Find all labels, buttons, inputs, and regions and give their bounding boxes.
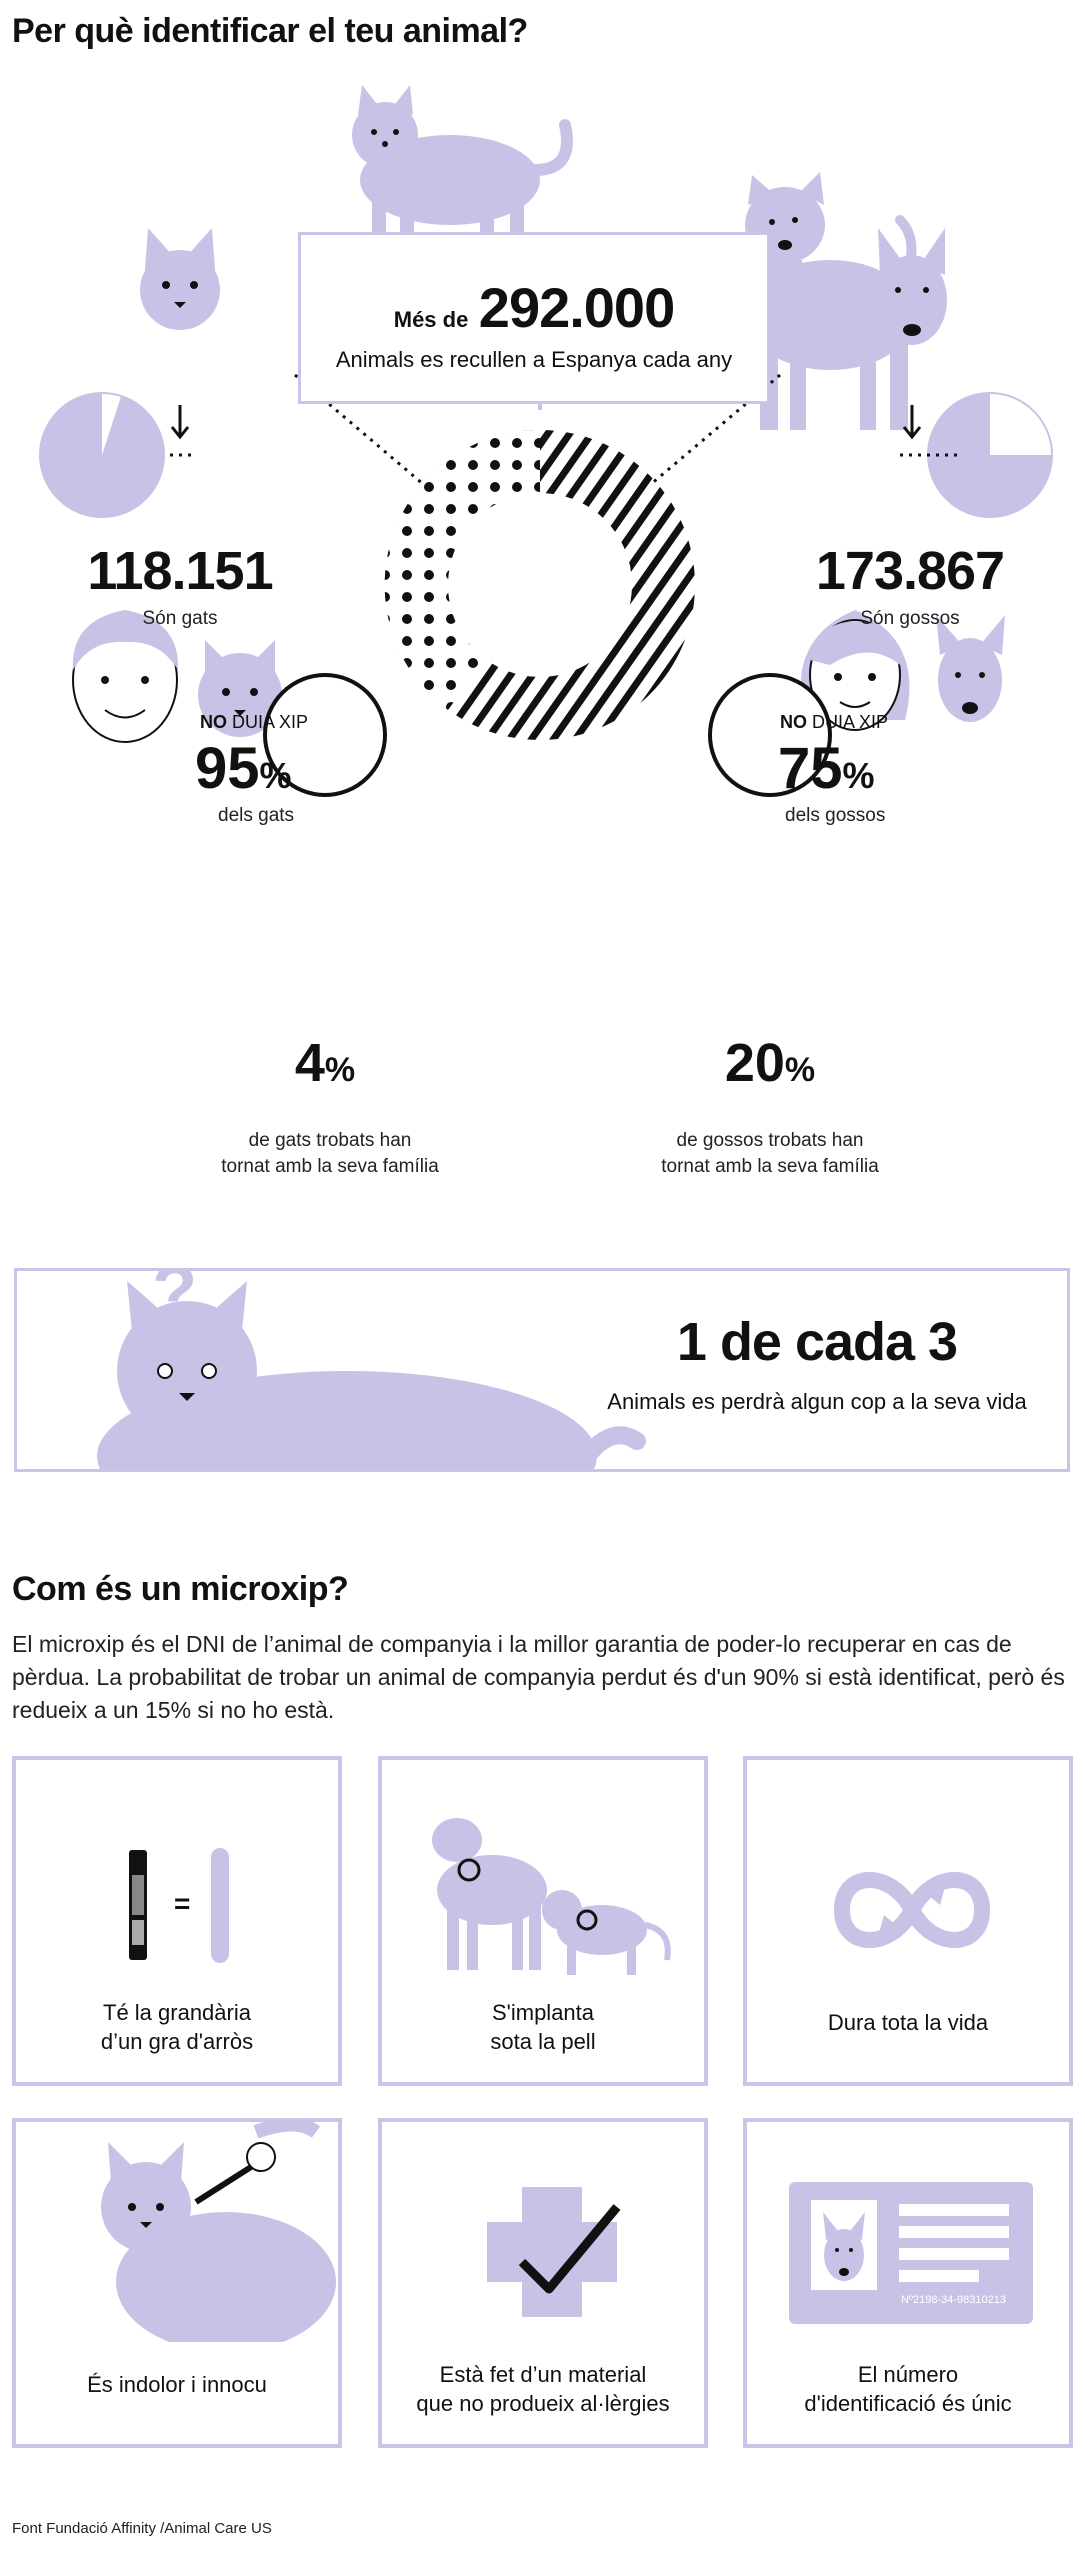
card-unique-id-line1: El número xyxy=(857,2362,959,2387)
card-hypoallergenic: Està fet d’un material que no produeix a… xyxy=(378,2118,708,2448)
infinity-arrows-icon xyxy=(833,1872,991,1948)
cats-percent-value: 95 xyxy=(195,736,260,801)
summary-caption: Animals es recullen a Espanya cada any xyxy=(335,347,733,372)
card-under-skin: S'implanta sota la pell xyxy=(378,1756,708,2086)
cats-returned-line2: tornat amb la seva família xyxy=(221,1156,439,1177)
card-hypoallergenic-line2: que no produeix al·lèrgies xyxy=(416,2391,670,2416)
girl-with-dog-illustration xyxy=(800,610,1005,731)
cats-no-chip-label: NO DUIA XIP xyxy=(200,712,308,733)
cats-total-label: Són gats xyxy=(142,608,218,629)
lying-cat-icon xyxy=(97,1281,646,1469)
card-unique-id: Nº2198-34-98310213 El número d'identific… xyxy=(743,2118,1073,2448)
dogs-returned-line1: de gossos trobats han xyxy=(676,1130,864,1151)
cats-returned-line1: de gats trobats han xyxy=(248,1130,412,1151)
card-under-skin-label: S'implanta sota la pell xyxy=(382,1998,704,2056)
id-card-icon: Nº2198-34-98310213 xyxy=(789,2182,1033,2324)
source-footnote: Font Fundació Affinity /Animal Care US xyxy=(12,2520,272,2537)
card-rice-size-line2: d’un gra d'arròs xyxy=(100,2029,254,2054)
cats-percent: 95% xyxy=(195,735,292,802)
pie-outline xyxy=(39,392,165,518)
card-painless-label: És indolor i innocu xyxy=(87,2372,267,2397)
summary-box: Més de 292.000 Animals es recullen a Esp… xyxy=(298,232,770,404)
dogs-returned-caption: de gossos trobats han tornat amb la seva… xyxy=(620,1128,920,1180)
cats-returned-value: 4 xyxy=(294,1033,325,1093)
card-lifetime-label: Dura tota la vida xyxy=(827,2010,989,2035)
lost-animals-box: ? 1 de cada 3 Animals es perdrà algun co… xyxy=(14,1268,1070,1472)
dogs-percent-label: dels gossos xyxy=(785,805,886,826)
cat-injection-icon xyxy=(101,2122,336,2342)
dogs-returned-line2: tornat amb la seva família xyxy=(661,1156,879,1177)
microchip-intro: El microxip és el DNI de l’animal de com… xyxy=(12,1631,1065,1723)
dog-and-cat-chip-icon xyxy=(432,1818,671,1975)
cats-percent-sign: % xyxy=(259,755,292,796)
id-number: Nº2198-34-98310213 xyxy=(901,2294,1006,2306)
dogs-no-chip-label: NO DUIA XIP xyxy=(780,712,888,733)
dogs-no-chip-bold: NO xyxy=(780,712,807,732)
dogs-no-chip-rest: DUIA XIP xyxy=(812,712,889,732)
cats-returned: 4% xyxy=(265,1032,385,1094)
cats-returned-circle xyxy=(263,673,387,797)
cat-top-icon xyxy=(352,85,573,260)
donut-chart xyxy=(384,429,695,740)
cats-percent-label: dels gats xyxy=(218,805,295,826)
dogs-returned-sign: % xyxy=(784,1051,816,1089)
cats-no-chip-rest: DUIA XIP xyxy=(232,712,309,732)
page-title: Per què identificar el teu animal? xyxy=(12,12,528,50)
cat-head-icon xyxy=(140,228,220,330)
dogs-percent-value: 75 xyxy=(778,736,843,801)
card-rice-size-label: Té la grandària d’un gra d'arròs xyxy=(16,1998,338,2056)
lost-headline: 1 de cada 3 xyxy=(676,1312,958,1372)
dogs-returned-value: 20 xyxy=(724,1033,785,1093)
lost-caption: Animals es perdrà algun cop a la seva vi… xyxy=(607,1389,1027,1414)
summary-value: 292.000 xyxy=(478,276,675,339)
card-hypoallergenic-line1: Està fet d’un material xyxy=(439,2362,647,2387)
card-unique-id-label: El número d'identificació és únic xyxy=(747,2360,1069,2418)
pie-remainder-slice xyxy=(990,393,1052,455)
cats-returned-sign: % xyxy=(324,1051,356,1089)
id-dog-head-icon xyxy=(823,2212,865,2281)
dogs-total-label: Són gossos xyxy=(860,608,960,629)
dog-head-icon xyxy=(877,228,947,345)
dogs-returned-circle xyxy=(708,673,832,797)
card-hypoallergenic-label: Està fet d’un material que no produeix a… xyxy=(382,2360,704,2418)
dogs-returned: 20% xyxy=(705,1032,835,1094)
boy-with-cat-illustration xyxy=(72,610,282,743)
card-rice-size-line1: Té la grandària xyxy=(103,2000,251,2025)
cats-down-arrow xyxy=(170,405,190,440)
dogs-down-arrow xyxy=(902,405,922,440)
pen-and-chip-icon xyxy=(129,1848,229,1963)
card-unique-id-line2: d'identificació és únic xyxy=(804,2391,1012,2416)
card-under-skin-line1: S'implanta xyxy=(491,2000,595,2025)
dog-top-icon xyxy=(745,172,917,430)
microchip-title: Com és un microxip? xyxy=(12,1570,349,1608)
medical-cross-check-icon xyxy=(487,2187,621,2317)
summary-prefix: Més de xyxy=(393,307,469,332)
dogs-percent: 75% xyxy=(778,735,875,802)
card-painless: És indolor i innocu xyxy=(12,2118,342,2448)
infographic-graphics xyxy=(39,85,1053,797)
cats-no-chip-bold: NO xyxy=(200,712,227,732)
question-mark-icon: ? xyxy=(152,1268,198,1333)
dogs-no-chip-pie xyxy=(927,392,1053,518)
equals-sign: = xyxy=(174,1888,191,1919)
cats-total: 118.151 xyxy=(87,541,273,601)
card-lifetime: Dura tota la vida xyxy=(743,1756,1073,2086)
id-photo xyxy=(811,2200,877,2290)
cats-no-chip-pie xyxy=(39,392,165,518)
dogs-percent-sign: % xyxy=(842,755,875,796)
cats-returned-caption: de gats trobats han tornat amb la seva f… xyxy=(180,1128,480,1180)
card-under-skin-line2: sota la pell xyxy=(490,2029,596,2054)
pie-remainder-slice xyxy=(102,393,122,455)
card-rice-size: = Té la grandària d’un gra d'arròs xyxy=(12,1756,342,2086)
dogs-total: 173.867 xyxy=(815,541,1005,601)
